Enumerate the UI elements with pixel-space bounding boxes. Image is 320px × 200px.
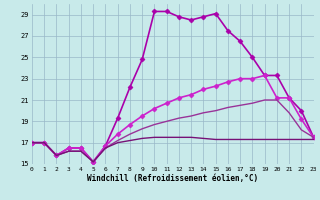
- X-axis label: Windchill (Refroidissement éolien,°C): Windchill (Refroidissement éolien,°C): [87, 174, 258, 183]
